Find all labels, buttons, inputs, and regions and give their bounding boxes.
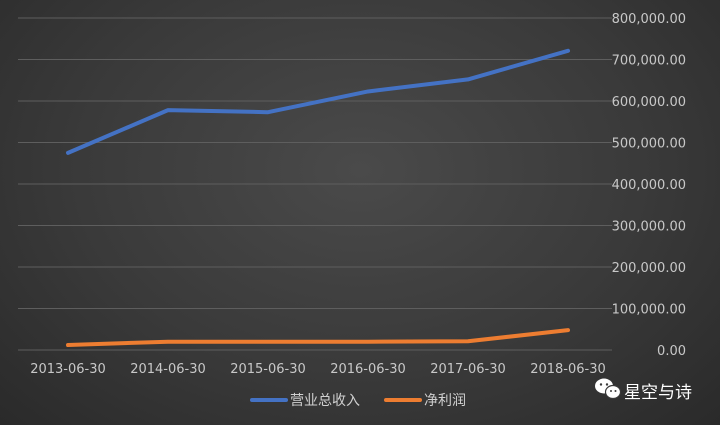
series-line-0 xyxy=(66,48,570,155)
x-tick-label: 2013-06-30 xyxy=(30,362,106,377)
legend-label: 净利润 xyxy=(424,393,466,409)
x-tick-label: 2017-06-30 xyxy=(430,362,506,377)
x-tick-label: 2015-06-30 xyxy=(230,362,306,377)
y-tick-label: 400,000.00 xyxy=(612,178,686,193)
watermark-text: 星空与诗 xyxy=(624,383,692,403)
x-tick-label: 2016-06-30 xyxy=(330,362,406,377)
x-tick-label: 2018-06-30 xyxy=(530,362,606,377)
series-line-1 xyxy=(66,328,570,348)
y-tick-label: 200,000.00 xyxy=(612,261,686,276)
watermark: 星空与诗 xyxy=(595,378,692,403)
y-tick-label: 500,000.00 xyxy=(612,137,686,152)
y-tick-label: 100,000.00 xyxy=(612,303,686,318)
y-tick-label: 800,000.00 xyxy=(612,12,686,27)
y-tick-label: 600,000.00 xyxy=(612,95,686,110)
y-tick-label: 700,000.00 xyxy=(612,54,686,69)
legend-label: 营业总收入 xyxy=(290,393,360,409)
y-tick-label: 300,000.00 xyxy=(612,220,686,235)
x-tick-label: 2014-06-30 xyxy=(130,362,206,377)
wechat-icon xyxy=(595,378,622,400)
y-tick-label: 0.00 xyxy=(657,344,686,359)
